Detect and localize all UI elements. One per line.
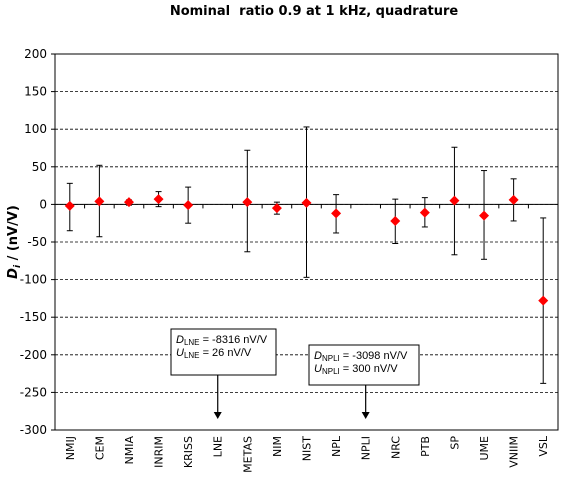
y-tick-label: 100 (24, 122, 47, 136)
annotation-u-symbol: U (176, 347, 184, 359)
y-tick-label: -100 (20, 273, 47, 287)
y-axis-label: Di / (nV/V) (6, 205, 23, 279)
x-tick-label-sp: SP (448, 436, 461, 450)
annotation-u-line: ULNE = 26 nV/V (176, 347, 252, 360)
chart-title: Nominal ratio 0.9 at 1 kHz, quadrature (170, 4, 459, 19)
y-tick-label: 200 (24, 47, 47, 61)
annotation-d-symbol: D (176, 334, 184, 346)
annotation-u-subscript: LNE (184, 351, 200, 360)
annotation-u-value: = 300 nV/V (340, 363, 398, 375)
x-tick-label-metas: METAS (241, 436, 254, 473)
annotation-u-subscript: NPLI (322, 367, 340, 376)
annotation-u-value: = 26 nV/V (200, 347, 252, 359)
y-tick-label: 0 (39, 197, 47, 211)
y-tick-label: -50 (27, 235, 47, 249)
x-tick-label-kriss: KRISS (182, 436, 195, 468)
annotation-box (170, 328, 277, 376)
data-point-nmij (64, 200, 75, 211)
data-marks (64, 126, 549, 384)
data-point-cem (94, 196, 105, 207)
x-tick-label-ume: UME (478, 436, 491, 461)
annotation-d-subscript: LNE (184, 338, 200, 347)
annotation-d-subscript: NPLI (322, 354, 340, 363)
annotation-d-value: = -3098 nV/V (340, 350, 408, 362)
x-tick-label-cem: CEM (93, 436, 106, 460)
annotation-d-line: DNPLI = -3098 nV/V (314, 350, 408, 363)
data-point-inrim (153, 194, 164, 205)
y-tick-label: -250 (20, 385, 47, 399)
data-point-nrc (390, 215, 401, 226)
x-tick-label-vsl: VSL (537, 435, 550, 457)
annotation-arrow-head (361, 412, 370, 419)
data-point-nist (301, 197, 312, 208)
annotation-box (308, 344, 420, 386)
y-axis: 200 150 100 50 0 -50 -100 -150 -200 -250 -300 (20, 47, 55, 437)
y-tick-label: -200 (20, 348, 47, 362)
x-tick-label-nmia: NMIA (123, 436, 136, 465)
data-point-nmia (123, 197, 134, 208)
x-tick-label-nim: NIM (271, 436, 284, 457)
annotation-u-line: UNPLI = 300 nV/V (314, 363, 398, 376)
y-tick-label: 50 (32, 160, 47, 174)
data-point-nim (271, 203, 282, 214)
x-tick-label-nmij: NMIJ (64, 436, 77, 460)
annotation-arrow-head (213, 412, 222, 419)
x-tick-label-lne: LNE (212, 436, 225, 457)
x-tick-label-nist: NIST (301, 436, 314, 461)
annotation-d-value: = -8316 nV/V (200, 334, 268, 346)
x-axis: NMIJ CEM NMIA INRIM KRISS LNE METAS NIM NIST NPL N… (54, 203, 559, 473)
y-tick-label: -300 (20, 423, 47, 437)
data-point-metas (242, 197, 253, 208)
data-point-vsl (538, 295, 549, 306)
x-tick-label-vniim: VNIIM (508, 436, 521, 468)
data-point-ptb (419, 207, 430, 218)
x-tick-label-nrc: NRC (389, 436, 402, 459)
annotation-d-line: DLNE = -8316 nV/V (176, 334, 268, 347)
data-point-kriss (183, 200, 194, 211)
x-tick-label-npl: NPL (330, 435, 343, 457)
y-tick-label: 150 (24, 85, 47, 99)
annotation-d-symbol: D (314, 350, 322, 362)
data-point-vniim (508, 194, 519, 205)
data-point-npl (331, 208, 342, 219)
x-tick-label-npli: NPLI (360, 436, 373, 460)
data-point-ume (479, 210, 490, 221)
data-point-sp (449, 195, 460, 206)
y-tick-label: -150 (20, 310, 47, 324)
x-tick-label-inrim: INRIM (153, 436, 166, 468)
annotation-u-symbol: U (314, 363, 322, 375)
x-tick-label-ptb: PTB (419, 436, 432, 457)
